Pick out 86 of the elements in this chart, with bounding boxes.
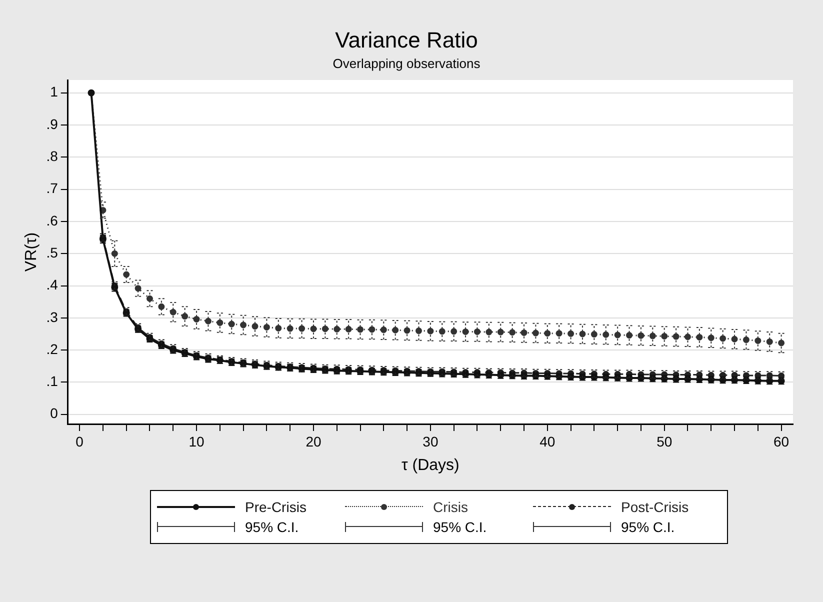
point: [310, 326, 317, 332]
point: [462, 328, 469, 335]
x-tick-label: 0: [76, 433, 84, 450]
point: [111, 250, 118, 257]
x-tick-label: 20: [306, 433, 322, 450]
point: [380, 326, 387, 334]
point: [275, 324, 282, 332]
point: [146, 295, 153, 302]
point: [334, 326, 340, 332]
point: [286, 325, 294, 332]
point: [357, 326, 364, 333]
y-tick-label: 0: [50, 405, 58, 422]
point: [204, 318, 212, 324]
y-tick-label: .8: [46, 148, 58, 164]
point: [568, 330, 574, 337]
point: [345, 326, 352, 332]
point: [368, 326, 376, 333]
point: [427, 328, 434, 334]
y-tick-label: .2: [46, 340, 58, 357]
point: [579, 330, 586, 338]
point: [123, 271, 130, 278]
point: [684, 334, 691, 340]
point: [672, 333, 680, 340]
text: 95% C.I.: [621, 519, 675, 535]
point: [696, 334, 703, 340]
x-tick-label: 30: [422, 433, 438, 450]
chart-title: Variance Ratio: [335, 27, 478, 52]
point: [415, 328, 422, 334]
point: [614, 332, 621, 338]
y-tick-label: .5: [46, 244, 58, 260]
point: [158, 303, 165, 310]
y-tick-label: 1: [50, 84, 58, 100]
point: [520, 329, 528, 336]
point: [497, 328, 504, 336]
point: [450, 328, 458, 335]
point: [532, 330, 539, 336]
point: [263, 324, 270, 330]
y-axis-title: VR(τ): [23, 232, 40, 272]
point: [544, 330, 551, 337]
point: [438, 328, 446, 335]
x-tick-label: 40: [540, 433, 556, 450]
text: Crisis: [433, 499, 468, 515]
point: [638, 332, 644, 339]
chart-subtitle: Overlapping observations: [332, 56, 481, 71]
point: [486, 328, 492, 336]
point: [590, 331, 598, 338]
point: [474, 328, 480, 335]
x-axis-title: τ (Days): [402, 456, 460, 474]
point: [134, 285, 142, 292]
text: 95% C.I.: [433, 519, 487, 535]
x-tick-label: 50: [656, 433, 672, 450]
point: [720, 335, 726, 342]
point: [252, 323, 258, 330]
point: [322, 326, 328, 332]
point: [228, 320, 235, 328]
point: [509, 329, 516, 336]
point: [392, 326, 399, 334]
point: [661, 332, 668, 340]
point: [193, 316, 200, 322]
point: [182, 313, 188, 320]
text: 95% C.I.: [245, 519, 299, 535]
point: [170, 308, 176, 316]
y-tick-label: .9: [46, 116, 58, 132]
y-tick-label: .6: [46, 212, 58, 228]
x-tick-label: 60: [774, 433, 790, 450]
point: [754, 337, 762, 344]
point: [602, 331, 610, 338]
point: [240, 322, 247, 328]
text: Post-Crisis: [621, 499, 689, 515]
point: [556, 330, 562, 337]
text: Pre-Crisis: [245, 499, 306, 515]
point: [708, 334, 714, 342]
point: [742, 336, 750, 344]
y-tick-label: .4: [46, 276, 58, 293]
point: [404, 327, 410, 334]
x-tick-label: 10: [188, 433, 205, 450]
point: [649, 332, 656, 340]
y-tick-label: .3: [46, 308, 58, 325]
point: [216, 319, 224, 326]
point: [298, 325, 306, 332]
point: [626, 332, 633, 339]
point: [778, 340, 785, 346]
y-tick-label: .7: [46, 180, 58, 196]
y-tick-label: .1: [46, 373, 58, 390]
point: [731, 336, 738, 342]
point: [766, 338, 773, 345]
